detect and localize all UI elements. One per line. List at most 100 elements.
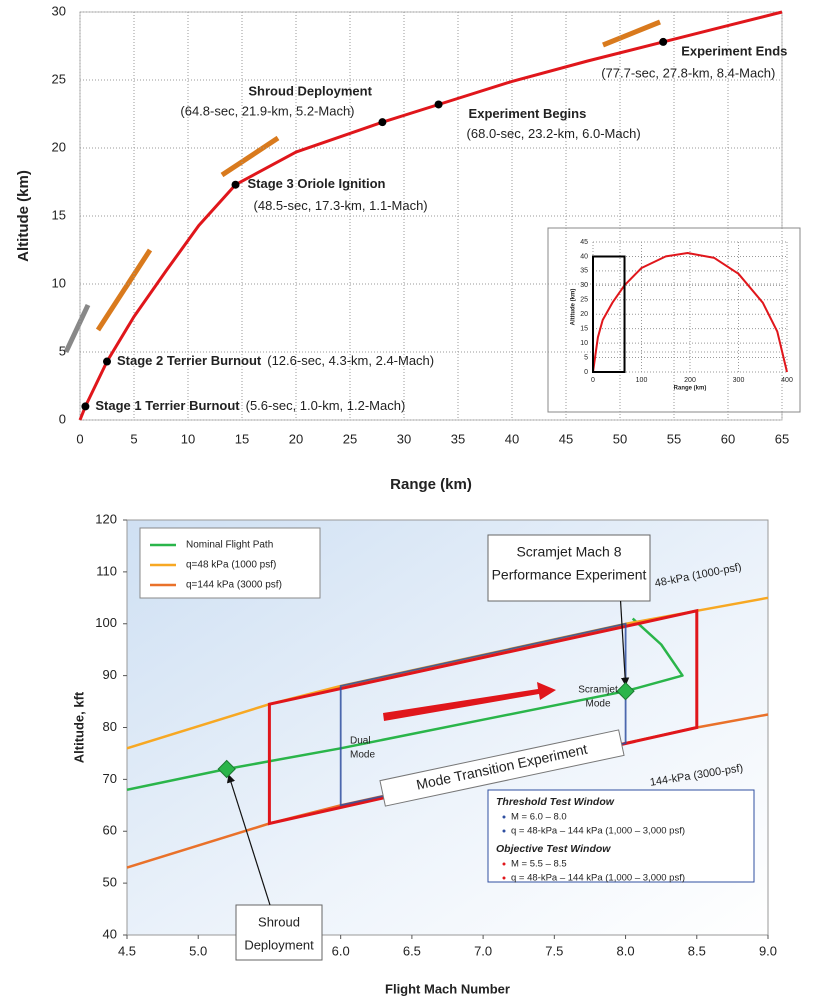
- annotation: Dual: [350, 736, 371, 747]
- y-tick-label: 45: [580, 239, 588, 246]
- x-tick-label: 5.0: [189, 943, 207, 958]
- rocket: [63, 303, 91, 354]
- y-tick-label: 40: [580, 253, 588, 260]
- legend-label: q=144 kPa (3000 psf): [186, 580, 282, 591]
- callout-label: Performance Experiment: [492, 567, 647, 583]
- y-tick-label: 90: [103, 667, 117, 682]
- event-point: [103, 357, 111, 366]
- x-tick-label: 60: [721, 431, 735, 446]
- event-marker: [217, 759, 236, 779]
- callout-label: Scramjet Mach 8: [516, 544, 621, 560]
- y-tick-label: 15: [580, 326, 588, 333]
- x-tick-label: 0: [76, 431, 83, 446]
- event-point: [378, 118, 387, 127]
- window-item: M = 6.0 – 8.0: [511, 812, 567, 823]
- y-tick-label: 0: [59, 411, 66, 426]
- event-detail: (68.0-sec, 23.2-km, 6.0-Mach): [467, 126, 641, 141]
- y-axis-label: Altitude, kft: [71, 691, 86, 763]
- x-tick-label: 200: [684, 377, 696, 384]
- x-tick-label: 15: [235, 431, 249, 446]
- rocket-icons: [63, 19, 661, 354]
- window-box: [487, 789, 755, 883]
- y-tick-label: 25: [580, 297, 588, 304]
- series-line: [126, 617, 684, 792]
- annotation: Mode: [585, 699, 610, 710]
- y-tick-label: 5: [584, 354, 588, 361]
- y-tick-label: 60: [103, 823, 117, 838]
- y-tick-label: 110: [96, 563, 117, 578]
- zoom-box: [592, 255, 626, 373]
- x-tick-label: 30: [397, 431, 411, 446]
- callout-label: Deployment: [244, 937, 314, 952]
- y-tick-label: 0: [584, 369, 588, 376]
- x-tick-label: 9.0: [759, 943, 777, 958]
- legend-box: [139, 527, 321, 599]
- window-title: Threshold Test Window: [496, 796, 615, 808]
- x-tick-label: 40: [505, 431, 519, 446]
- callout-arrow: [226, 774, 271, 906]
- x-tick-label: 7.5: [545, 943, 563, 958]
- annotation-box: [379, 729, 625, 807]
- y-tick-label: 10: [52, 275, 66, 290]
- bullet: [502, 815, 506, 819]
- x-tick-label: 65: [775, 431, 789, 446]
- event-detail: (12.6-sec, 4.3-km, 2.4-Mach): [267, 353, 434, 368]
- callout-arrow: [619, 600, 630, 687]
- x-tick-label: 300: [733, 377, 745, 384]
- x-tick-label: 8.0: [617, 943, 635, 958]
- event-point: [231, 180, 240, 189]
- y-axis-label: Altitude (km): [15, 170, 32, 262]
- event-label: Shroud Deployment: [248, 84, 372, 99]
- event-label: Stage 2 Terrier Burnout: [117, 353, 262, 368]
- x-tick-label: 5: [130, 431, 137, 446]
- y-tick-label: 20: [580, 311, 588, 318]
- series-line: [78, 10, 783, 421]
- event-marker: [616, 681, 635, 701]
- annotation: Scramjet: [578, 685, 618, 696]
- x-tick-label: 55: [667, 431, 681, 446]
- y-tick-label: 100: [95, 615, 117, 630]
- y-tick-label: 20: [52, 139, 66, 154]
- y-tick-label: 70: [103, 771, 117, 786]
- x-tick-label: 4.5: [118, 943, 136, 958]
- y-tick-label: 25: [52, 71, 66, 86]
- series-line: [592, 252, 788, 373]
- legend-label: q=48 kPa (1000 psf): [186, 560, 276, 571]
- bullet: [502, 829, 506, 833]
- x-tick-label: 6.5: [403, 943, 421, 958]
- y-tick-label: 120: [95, 511, 117, 526]
- event-label: Experiment Begins: [469, 106, 587, 121]
- window-item: q = 48-kPa – 144 kPa (1,000 – 3,000 psf): [511, 826, 685, 837]
- event-point: [659, 37, 668, 46]
- y-tick-label: 10: [580, 340, 588, 347]
- event-point: [81, 402, 90, 411]
- event-label: Experiment Ends: [681, 43, 787, 58]
- y-tick-label: 40: [103, 926, 117, 941]
- x-tick-label: 100: [636, 377, 648, 384]
- bullet: [502, 876, 506, 880]
- x-tick-label: 7.0: [474, 943, 492, 958]
- event-point: [434, 100, 443, 109]
- callout-label: Shroud: [258, 914, 300, 929]
- y-axis-label: Altitude (km): [571, 289, 577, 326]
- event-label: Stage 3 Oriole Ignition: [248, 176, 386, 191]
- window-item: q = 48-kPa – 144 kPa (1,000 – 3,000 psf): [511, 873, 685, 884]
- legend-label: Nominal Flight Path: [186, 540, 273, 551]
- x-tick-label: 45: [559, 431, 573, 446]
- window-item: M = 5.5 – 8.5: [511, 859, 567, 870]
- x-tick-label: 8.5: [688, 943, 706, 958]
- direction-arrow: [383, 682, 556, 721]
- y-tick-label: 15: [52, 207, 66, 222]
- x-tick-label: 6.0: [332, 943, 350, 958]
- y-tick-label: 5: [59, 343, 66, 358]
- y-tick-label: 35: [580, 268, 588, 275]
- x-axis-label: Range (km): [674, 386, 707, 392]
- x-axis-label: Flight Mach Number: [385, 981, 510, 996]
- x-tick-label: 0: [591, 377, 595, 384]
- callout-box: [235, 904, 323, 961]
- y-tick-label: 30: [52, 3, 66, 18]
- callout-box: [487, 534, 651, 602]
- x-tick-label: 10: [181, 431, 195, 446]
- trajectory-chart: 0 5 10 15 20 25 30 35 40 45 50 55 60 65051015202530Ra…: [15, 3, 801, 493]
